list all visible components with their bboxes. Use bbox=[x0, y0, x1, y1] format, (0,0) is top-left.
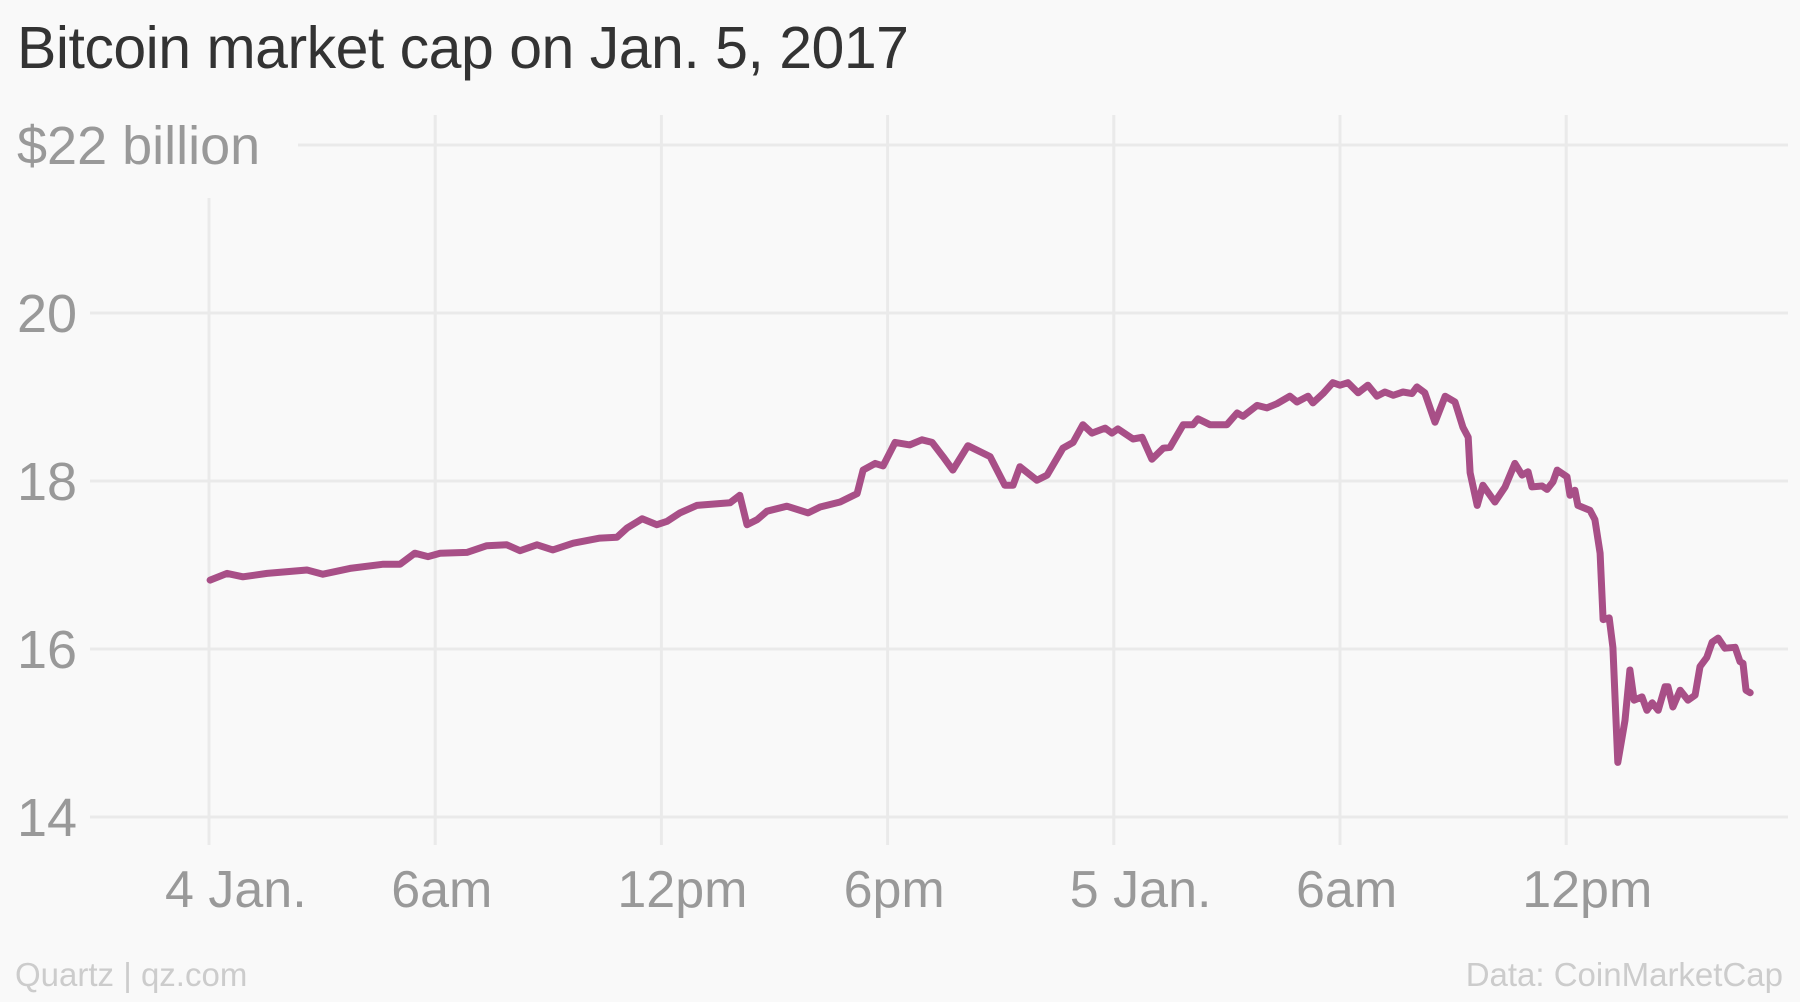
market-cap-line bbox=[206, 379, 1754, 766]
y-axis-labels: $22 billion 20 18 16 14 bbox=[17, 116, 260, 848]
x-tick-label: 6am bbox=[391, 861, 492, 919]
y-tick-label: 20 bbox=[17, 284, 77, 344]
x-tick-label: 6pm bbox=[844, 861, 945, 919]
data-source: Data: CoinMarketCap bbox=[1465, 956, 1783, 993]
x-tick-label: 12pm bbox=[617, 861, 747, 919]
x-tick-label: 12pm bbox=[1522, 861, 1652, 919]
chart-title: Bitcoin market cap on Jan. 5, 2017 bbox=[17, 15, 909, 81]
y-tick-label: 14 bbox=[17, 788, 77, 848]
x-tick-label: 6am bbox=[1296, 861, 1397, 919]
vertical-gridlines bbox=[207, 115, 1568, 845]
y-tick-label: $22 billion bbox=[17, 116, 260, 176]
y-tick-label: 18 bbox=[17, 452, 77, 512]
y-tick-label: 16 bbox=[17, 620, 77, 680]
x-tick-label: 4 Jan. bbox=[165, 861, 307, 919]
source-credit: Quartz | qz.com bbox=[15, 956, 248, 993]
x-tick-label: 5 Jan. bbox=[1070, 861, 1212, 919]
x-axis-labels: 4 Jan. 6am 12pm 6pm 5 Jan. 6am 12pm bbox=[165, 861, 1652, 919]
